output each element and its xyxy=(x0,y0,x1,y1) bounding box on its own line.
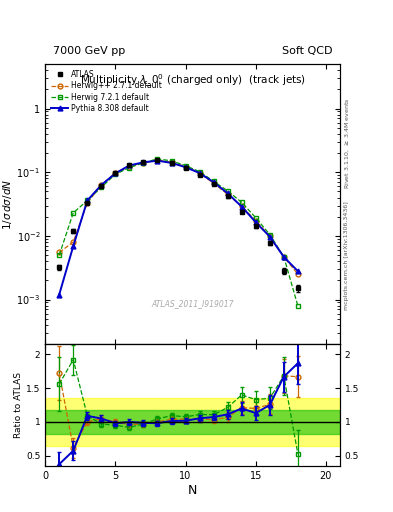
Y-axis label: $1/\sigma\,d\sigma/dN$: $1/\sigma\,d\sigma/dN$ xyxy=(0,179,14,229)
Bar xyxy=(45,410,340,434)
X-axis label: N: N xyxy=(188,483,197,497)
Text: mcplots.cern.ch [arXiv:1306.3436]: mcplots.cern.ch [arXiv:1306.3436] xyxy=(344,202,349,310)
Text: ATLAS_2011_I919017: ATLAS_2011_I919017 xyxy=(151,298,234,308)
Y-axis label: Ratio to ATLAS: Ratio to ATLAS xyxy=(14,372,23,438)
Legend: ATLAS, Herwig++ 2.7.1 default, Herwig 7.2.1 default, Pythia 8.308 default: ATLAS, Herwig++ 2.7.1 default, Herwig 7.… xyxy=(49,68,164,115)
Text: Rivet 3.1.10, $\geq$ 3.4M events: Rivet 3.1.10, $\geq$ 3.4M events xyxy=(344,98,351,189)
Text: Soft QCD: Soft QCD xyxy=(282,46,332,56)
Bar xyxy=(45,398,340,445)
Text: Multiplicity $\lambda\_0^0$ (charged only)  (track jets): Multiplicity $\lambda\_0^0$ (charged onl… xyxy=(79,72,306,89)
Text: 7000 GeV pp: 7000 GeV pp xyxy=(53,46,125,56)
